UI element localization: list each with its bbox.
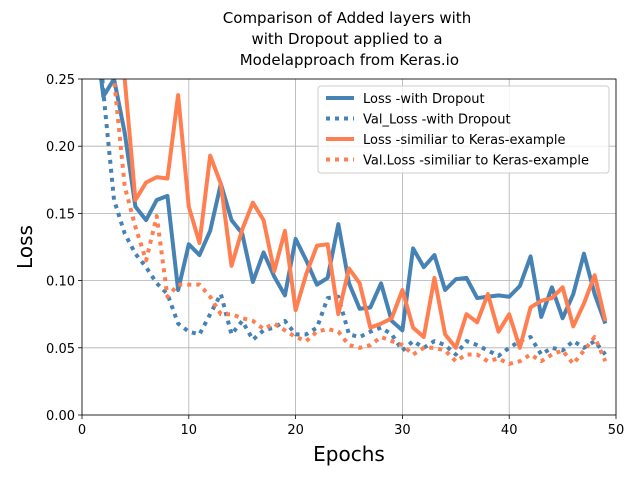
y-tick-label: 0.10 bbox=[46, 275, 75, 290]
data-line bbox=[100, 79, 607, 358]
x-tick-label: 20 bbox=[287, 423, 304, 438]
plot-frame bbox=[81, 78, 617, 416]
chart-title: Comparison of Added layers with bbox=[223, 9, 471, 27]
chart-title: Modelapproach from Keras.io bbox=[235, 51, 459, 69]
legend-box bbox=[317, 85, 610, 174]
chart-title: with Dropout applied to a bbox=[251, 30, 442, 48]
legend-label: Val_Loss -with Dropout bbox=[363, 113, 511, 128]
plot-area bbox=[99, 79, 608, 366]
data-line bbox=[99, 79, 608, 333]
x-tick-label: 10 bbox=[181, 423, 198, 438]
x-tick-label: 0 bbox=[78, 423, 86, 438]
y-tick-label: 0.20 bbox=[46, 140, 75, 155]
legend-label: Loss -with Dropout bbox=[363, 92, 485, 107]
x-tick-label: 50 bbox=[608, 423, 625, 438]
legend-label: Loss -similiar to Keras-example bbox=[363, 133, 565, 148]
y-tick-label: 0.05 bbox=[46, 342, 75, 357]
x-tick-label: 30 bbox=[394, 423, 411, 438]
x-tick-label: 40 bbox=[501, 423, 518, 438]
y-axis-label: Loss bbox=[13, 225, 37, 269]
y-tick-label: 0.25 bbox=[46, 73, 75, 88]
data-line bbox=[112, 79, 608, 366]
y-tick-label: 0.15 bbox=[46, 207, 75, 222]
x-axis-label: Epochs bbox=[313, 442, 385, 466]
y-tick-label: 0.00 bbox=[46, 409, 75, 424]
data-line bbox=[122, 79, 608, 350]
legend-label: Val.Loss -similiar to Keras-example bbox=[363, 154, 589, 169]
